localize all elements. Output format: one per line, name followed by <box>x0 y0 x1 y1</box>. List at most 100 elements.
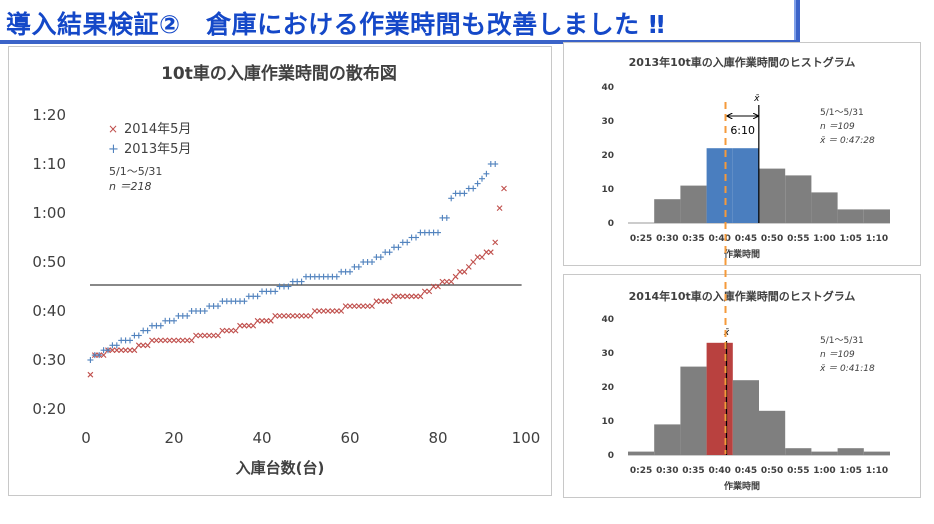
histogram-bar <box>732 148 759 223</box>
histogram-2014-x-label: 作業時間 <box>724 480 760 492</box>
scatter-y-tick-label: 0:30 <box>32 351 66 369</box>
histogram-2013-period: 5/1～5/31 <box>820 108 864 118</box>
histogram-x-tick-label: 1:00 <box>813 466 835 476</box>
histogram-x-tick-label: 0:55 <box>787 234 809 244</box>
histogram-x-tick-label: 0:50 <box>761 234 783 244</box>
histogram-bar <box>811 192 838 223</box>
scatter-point-2014 <box>267 317 274 324</box>
scatter-point-2014 <box>294 313 301 319</box>
scatter-point-2014 <box>399 293 406 300</box>
histogram-2013-n: n ＝109 <box>820 122 855 132</box>
scatter-point-2014 <box>210 332 217 339</box>
scatter-point-2014 <box>325 308 331 314</box>
scatter-point-2014 <box>289 313 296 319</box>
difference-label: 6:10 <box>730 124 755 137</box>
histogram-bar <box>680 185 707 223</box>
legend-marker-2014: × <box>108 122 118 136</box>
histogram-x-tick-label: 0:45 <box>735 466 757 476</box>
scatter-point-2014 <box>311 308 318 314</box>
scatter-point-2014 <box>364 303 371 309</box>
scatter-x-tick-label: 60 <box>340 429 359 447</box>
scatter-point-2014 <box>373 298 380 305</box>
scatter-point-2014 <box>501 185 507 192</box>
scatter-point-2013 <box>171 317 177 324</box>
histogram-y-tick-label: 10 <box>601 417 614 427</box>
scatter-point-2013 <box>355 263 362 270</box>
scatter-point-2014 <box>144 342 151 349</box>
scatter-y-tick-label: 1:10 <box>32 155 66 173</box>
scatter-point-2014 <box>140 342 147 349</box>
scatter-point-2014 <box>109 347 116 354</box>
scatter-point-2013 <box>298 278 305 285</box>
scatter-point-2014 <box>329 308 336 314</box>
scatter-point-2014 <box>333 308 340 314</box>
histogram-2013-x-label: 作業時間 <box>724 248 760 260</box>
histogram-bar <box>785 448 812 455</box>
histogram-x-tick-label: 0:55 <box>787 466 809 476</box>
histogram-bar <box>785 175 812 223</box>
scatter-point-2014 <box>127 347 133 354</box>
scatter-point-2013 <box>369 259 375 265</box>
scatter-x-tick-label: 100 <box>512 429 541 447</box>
histogram-bar <box>706 342 733 455</box>
histogram-x-tick-label: 1:05 <box>840 234 862 244</box>
scatter-point-2013 <box>285 283 292 290</box>
scatter-point-2014 <box>452 273 459 280</box>
scatter-y-tick-label: 0:20 <box>32 400 66 418</box>
histogram-2014-period: 5/1～5/31 <box>820 336 864 346</box>
histogram-2014-panel: 2014年10t車の入庫作業時間のヒストグラム 0 10 20 30 40 0:25 0:… <box>563 274 921 498</box>
scatter-chart-panel: 10t車の入庫作業時間の散布図 0:20 0:30 0:40 0:50 1:00 1:10… <box>8 46 552 496</box>
scatter-point-2014 <box>223 327 230 334</box>
scatter-point-2014 <box>263 317 270 324</box>
histogram-y-tick-label: 40 <box>601 83 614 93</box>
scatter-point-2014 <box>395 293 402 300</box>
histogram-x-tick-label: 0:35 <box>682 466 704 476</box>
scatter-point-2014 <box>430 283 437 290</box>
scatter-point-2014 <box>215 332 221 339</box>
scatter-y-tick-label: 0:50 <box>32 253 66 271</box>
legend-label-2013: 2013年5月 <box>124 142 191 157</box>
histogram-bar <box>811 451 838 455</box>
histogram-2013-mean: x̄ ＝ 0:47:28 <box>819 136 875 146</box>
histogram-bar <box>654 199 681 223</box>
scatter-point-2013 <box>87 357 94 363</box>
scatter-point-2013 <box>215 303 221 310</box>
histogram-bar <box>863 451 890 455</box>
scatter-point-2014 <box>298 313 305 319</box>
histogram-x-tick-label: 0:40 <box>709 234 731 244</box>
scatter-point-2014 <box>320 308 327 314</box>
scatter-point-2014 <box>474 254 481 260</box>
page-title: 導入結果検証② 倉庫における作業時間も改善しました ‼ <box>6 10 666 39</box>
histogram-x-tick-label: 0:40 <box>709 466 731 476</box>
scatter-point-2014 <box>369 303 375 309</box>
scatter-point-2014 <box>338 308 345 314</box>
scatter-point-2014 <box>272 313 279 319</box>
scatter-point-2014 <box>281 313 287 319</box>
histogram-bar <box>628 451 655 455</box>
scatter-x-tick-label: 40 <box>252 429 271 447</box>
scatter-point-2013 <box>113 342 120 349</box>
scatter-point-2014 <box>377 298 384 305</box>
scatter-point-2013 <box>443 214 450 221</box>
histogram-x-tick-label: 0:30 <box>656 234 678 244</box>
scatter-point-2013 <box>127 337 133 344</box>
scatter-x-tick-label: 0 <box>81 429 91 447</box>
histogram-x-tick-label: 0:35 <box>682 234 704 244</box>
scatter-point-2014 <box>219 327 226 334</box>
scatter-point-2013 <box>144 327 151 334</box>
scatter-point-2013 <box>483 170 490 177</box>
histogram-bar <box>680 366 707 455</box>
legend-marker-2013: + <box>108 142 119 157</box>
scatter-point-2014 <box>487 249 494 256</box>
scatter-point-2014 <box>435 283 441 290</box>
histogram-y-tick-label: 40 <box>601 315 614 325</box>
scatter-point-2014 <box>391 293 397 300</box>
scatter-point-2014 <box>421 288 428 295</box>
scatter-point-2014 <box>342 303 349 309</box>
histogram-2013: 2013年10t車の入庫作業時間のヒストグラム 0 10 20 30 40 0:25 0:… <box>601 55 890 260</box>
legend-label-2014: 2014年5月 <box>124 122 191 137</box>
scatter-y-tick-label: 1:00 <box>32 204 66 222</box>
scatter-point-2014 <box>408 293 415 300</box>
scatter-point-2014 <box>171 337 177 344</box>
